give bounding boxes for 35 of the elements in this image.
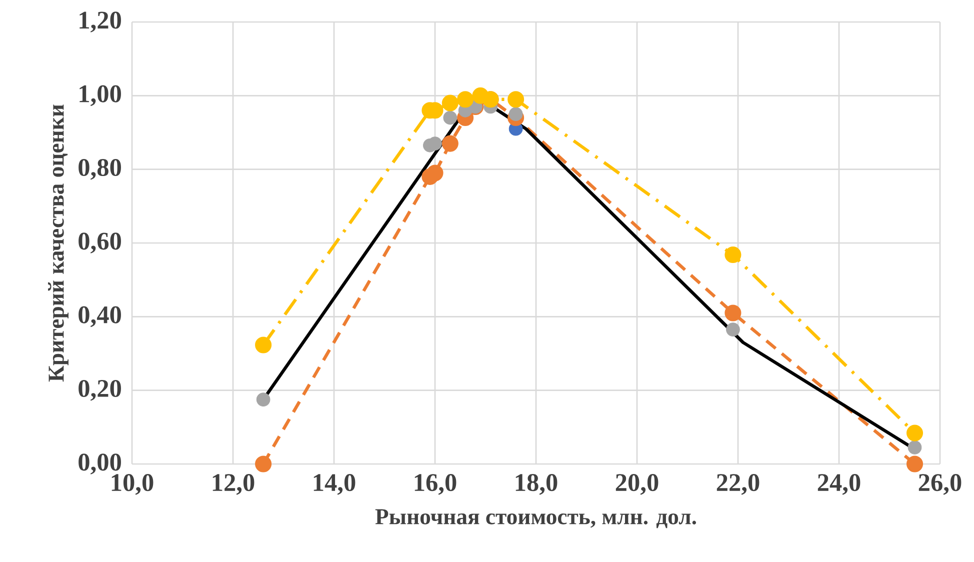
y-tick-label: 0,20 (78, 380, 121, 401)
point (726, 322, 740, 336)
point (256, 392, 270, 406)
point (908, 440, 922, 454)
point (508, 107, 523, 122)
y-tick-label: 1,00 (80, 85, 121, 106)
point (724, 246, 742, 264)
x-tick-label: 20,0 (616, 474, 658, 495)
x-tick-label: 22,0 (716, 474, 760, 495)
point (442, 94, 458, 112)
y-tick-label: 0,60 (78, 232, 121, 254)
y-tick-label: 0,40 (78, 306, 121, 328)
y-axis-title: Критерий качества оценки (48, 104, 68, 382)
x-tick-label: 12,0 (212, 474, 254, 495)
x-axis-title: Рыночная стоимость, млн. дол. (375, 509, 696, 528)
point (442, 135, 458, 152)
y-tick-label: 0,80 (78, 158, 121, 180)
point (426, 164, 444, 182)
y-tick-label: 0,00 (78, 454, 121, 474)
point (457, 91, 474, 108)
point (443, 110, 458, 125)
y-tick-label: 1,20 (80, 12, 121, 32)
x-tick-label: 26,0 (918, 474, 962, 495)
point (255, 336, 272, 354)
x-tick-label: 18,0 (516, 474, 558, 495)
point (508, 91, 524, 108)
x-tick-label: 16,0 (414, 474, 456, 495)
point (428, 136, 442, 150)
point (906, 424, 924, 442)
x-tick-label: 24,0 (818, 474, 860, 495)
point (906, 456, 924, 472)
x-tick-label: 14,0 (314, 474, 356, 495)
point (724, 304, 742, 322)
x-tick-label: 10,0 (112, 474, 154, 495)
point (255, 456, 272, 472)
